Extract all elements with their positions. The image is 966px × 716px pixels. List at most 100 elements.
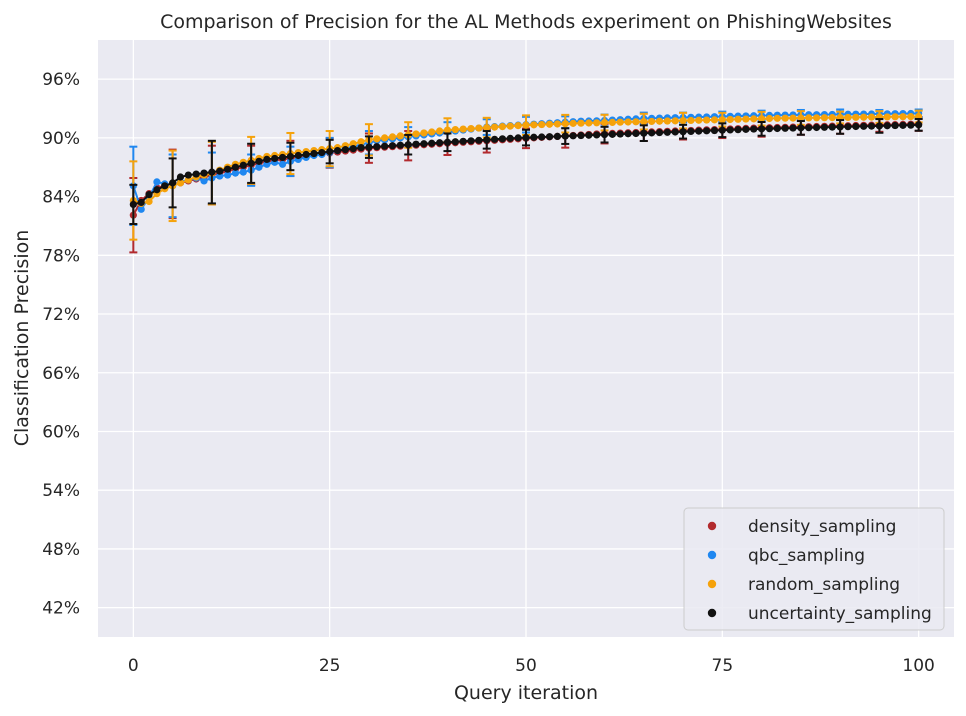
data-point xyxy=(820,123,829,131)
error-bar xyxy=(247,142,256,184)
data-point xyxy=(545,133,554,141)
legend-marker xyxy=(707,521,717,531)
error-bar xyxy=(561,127,570,145)
data-point xyxy=(200,177,208,185)
data-point xyxy=(632,118,640,126)
legend-box xyxy=(683,507,945,631)
data-point xyxy=(381,134,389,142)
data-point xyxy=(812,123,821,132)
data-point xyxy=(687,116,695,125)
data-point xyxy=(490,135,499,143)
data-point xyxy=(734,115,742,123)
data-point xyxy=(255,157,263,165)
y-tick-label: 42% xyxy=(42,599,80,619)
tick-labels: 42% 48% 54% 60% 66% 72% 78% 84% 90% 96% 0 25 50 75 100 xyxy=(42,70,935,676)
data-point xyxy=(907,121,915,129)
y-tick-label: 78% xyxy=(42,246,80,266)
x-tick-label: 100 xyxy=(902,656,934,676)
legend-marker xyxy=(707,579,717,589)
y-tick-label: 60% xyxy=(42,422,80,442)
data-point xyxy=(475,124,483,132)
error-bar xyxy=(286,141,295,172)
data-point xyxy=(750,115,758,123)
legend-item-uncertainty-sampling: uncertainty_sampling xyxy=(707,604,932,624)
data-point xyxy=(844,123,852,131)
data-point xyxy=(726,115,734,124)
y-tick-label: 96% xyxy=(42,70,80,90)
data-point xyxy=(577,119,585,127)
data-point xyxy=(867,122,876,130)
error-bar xyxy=(718,122,727,139)
data-point xyxy=(153,178,161,186)
data-point xyxy=(828,123,836,131)
data-point xyxy=(805,114,813,122)
error-bar xyxy=(639,124,648,143)
series-layer xyxy=(129,108,923,254)
data-point xyxy=(216,167,224,175)
data-point xyxy=(239,161,247,169)
y-tick-label: 84% xyxy=(42,188,80,208)
data-point xyxy=(538,120,546,129)
data-point xyxy=(663,128,671,136)
legend-item-random-sampling: random_sampling xyxy=(707,575,900,595)
data-point xyxy=(459,125,467,133)
data-point xyxy=(585,131,593,139)
data-point xyxy=(616,130,624,138)
data-point xyxy=(545,120,554,128)
data-point xyxy=(624,130,632,138)
data-point xyxy=(899,121,907,129)
data-point xyxy=(200,169,208,177)
data-point xyxy=(891,113,899,121)
data-point xyxy=(671,117,679,125)
error-bar xyxy=(443,132,452,153)
data-point xyxy=(490,123,499,131)
legend-label: qbc_sampling xyxy=(748,546,865,566)
data-point xyxy=(844,113,852,122)
data-point xyxy=(396,141,404,149)
data-point xyxy=(750,125,758,133)
data-point xyxy=(420,140,428,148)
error-bar xyxy=(600,125,609,144)
data-point xyxy=(381,142,389,150)
data-point xyxy=(420,129,428,137)
data-point xyxy=(907,113,915,121)
data-point xyxy=(475,136,483,144)
data-point xyxy=(648,117,656,126)
data-point xyxy=(396,132,404,140)
legend-marker xyxy=(707,608,717,618)
data-point xyxy=(765,114,774,123)
data-point xyxy=(789,114,797,122)
data-point xyxy=(577,131,585,140)
data-point xyxy=(145,191,153,199)
data-point xyxy=(828,114,836,122)
data-point xyxy=(891,121,899,130)
data-point xyxy=(899,113,907,121)
y-axis-label: Classification Precision xyxy=(11,230,33,447)
chart-title: Comparison of Precision for the AL Metho… xyxy=(160,11,892,33)
error-bar xyxy=(836,119,845,135)
error-bar xyxy=(875,118,884,134)
data-point xyxy=(616,118,624,126)
error-bar xyxy=(168,157,177,209)
data-point xyxy=(278,160,287,168)
data-point xyxy=(742,125,750,133)
data-point xyxy=(883,113,891,121)
data-point xyxy=(773,124,781,133)
data-point xyxy=(255,163,263,171)
data-point xyxy=(263,155,271,163)
data-point xyxy=(781,114,789,122)
data-point xyxy=(765,125,774,133)
y-tick-label: 72% xyxy=(42,305,80,325)
data-point xyxy=(593,131,601,139)
data-point xyxy=(506,134,514,142)
series-uncertainty-sampling xyxy=(129,117,923,225)
data-point xyxy=(145,197,153,206)
data-point xyxy=(436,139,444,147)
data-point xyxy=(451,138,459,146)
error-bar xyxy=(522,128,530,147)
error-bar xyxy=(325,138,334,165)
data-point xyxy=(498,135,507,143)
data-point xyxy=(436,127,444,135)
data-point xyxy=(530,133,538,141)
data-point xyxy=(231,169,240,177)
